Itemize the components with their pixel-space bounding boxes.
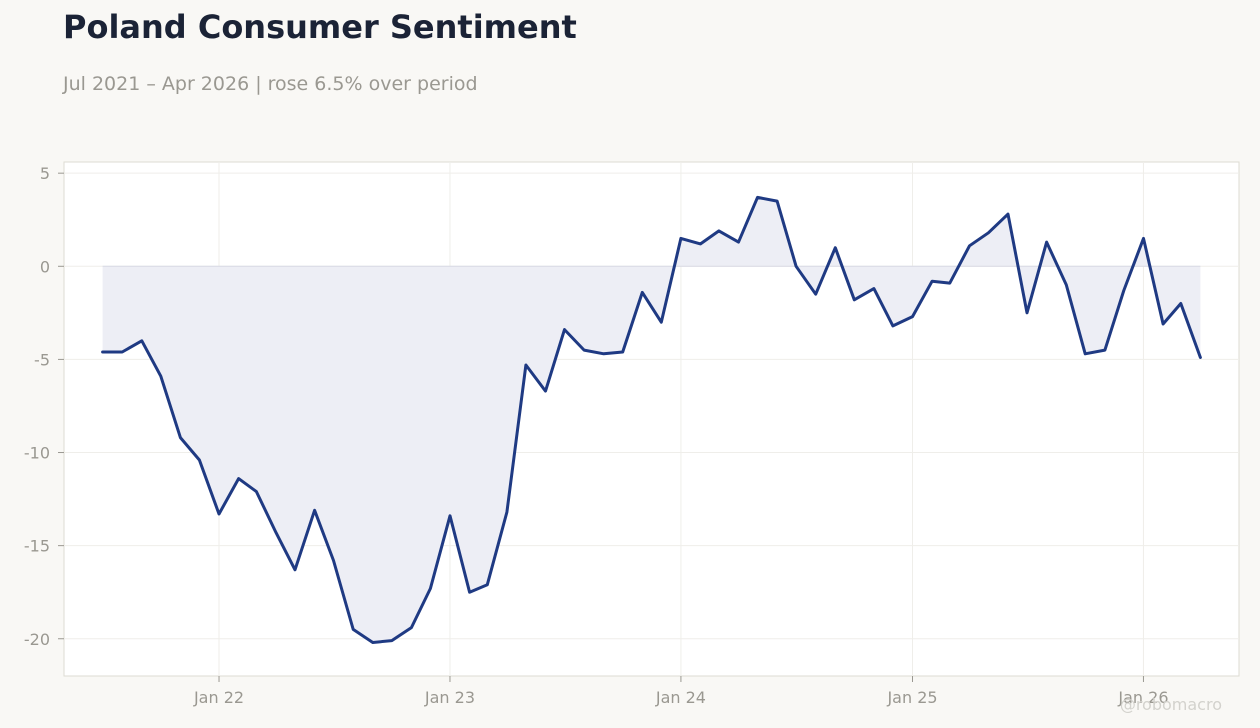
x-tick-label: Jan 26 xyxy=(1117,688,1168,707)
x-tick-label: Jan 25 xyxy=(886,688,937,707)
x-tick-label: Jan 24 xyxy=(655,688,706,707)
axis-layer: 5 0 -5 -10 -15 -20 Jan 22 Jan 23 Jan 24 Jan 25 Jan… xyxy=(24,164,1169,707)
y-tick-label: -15 xyxy=(24,537,50,556)
x-tick-label: Jan 23 xyxy=(424,688,475,707)
line-layer xyxy=(101,195,1202,644)
y-tick-label: 5 xyxy=(40,164,50,183)
chart-title: Poland Consumer Sentiment xyxy=(63,8,577,46)
watermark: @robomacro xyxy=(1119,695,1222,714)
y-tick-label: 0 xyxy=(40,257,50,276)
series-line xyxy=(101,195,1202,644)
chart-subtitle: Jul 2021 – Apr 2026 | rose 6.5% over per… xyxy=(63,73,478,95)
y-tick-label: -5 xyxy=(34,350,50,369)
x-tick-label: Jan 22 xyxy=(193,688,244,707)
y-tick-label: -20 xyxy=(24,630,50,649)
series-area xyxy=(102,197,1201,643)
y-tick-label: -10 xyxy=(24,444,50,463)
